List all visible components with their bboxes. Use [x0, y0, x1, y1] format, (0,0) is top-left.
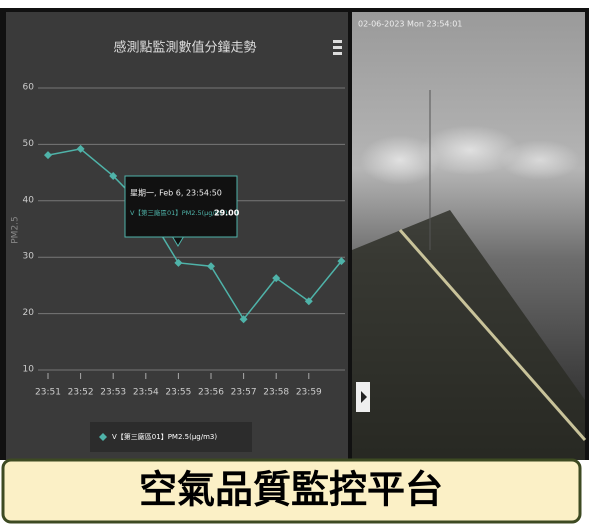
legend-label: V【第三廠區01】PM2.5(μg/m3) — [112, 432, 217, 441]
x-tick-label: 23:54 — [133, 388, 159, 398]
line — [47, 148, 342, 321]
tooltip-value: 29.00 — [214, 209, 240, 218]
x-tick-label: 23:53 — [100, 388, 126, 398]
chart-title: 感測點監測數值分鐘走勢 — [113, 40, 256, 56]
x-tick-label: 23:59 — [296, 388, 322, 398]
x-tick-label: 23:57 — [231, 388, 257, 398]
point — [109, 171, 118, 180]
point — [337, 257, 346, 266]
tooltip: 星期一, Feb 6, 23:54:50 V【第三廠區01】PM2.5(μg/m… — [124, 175, 240, 247]
y-tick-label: 50 — [23, 139, 35, 149]
banner — [1, 458, 582, 524]
legend-marker — [99, 433, 107, 441]
camera-timestamp: 02-06-2023 Mon 23:54:01 — [358, 20, 462, 29]
point — [76, 144, 85, 153]
point — [239, 315, 248, 324]
x-tick-label: 23:56 — [198, 388, 224, 398]
y-tick-label: 20 — [23, 308, 35, 318]
point — [44, 151, 52, 160]
point — [304, 297, 313, 306]
tooltip-header: 星期一, Feb 6, 23:54:50 — [130, 189, 222, 198]
banner-title: 空氣品質監控平台 — [139, 468, 443, 512]
y-tick-label: 40 — [23, 195, 35, 205]
y-tick-label: 30 — [23, 252, 35, 262]
point — [207, 262, 215, 271]
x-tick-label: 23:52 — [68, 388, 94, 398]
x-tick-label: 23:55 — [165, 388, 191, 398]
y-tick-label: 60 — [23, 83, 35, 93]
tooltip-series: V【第三廠區01】PM2.5(μg/m3): — [130, 208, 230, 217]
x-tick-label: 23:51 — [35, 388, 61, 398]
menu-icon[interactable] — [333, 40, 342, 55]
point — [174, 258, 183, 267]
y-tick-label: 10 — [23, 365, 35, 375]
x-tick-label: 23:58 — [263, 388, 289, 398]
camera-view: 02-06-2023 Mon 23:54:01 — [352, 12, 587, 460]
y-axis-label: PM2.5 — [11, 216, 21, 244]
legend — [90, 422, 252, 452]
point — [272, 274, 281, 283]
